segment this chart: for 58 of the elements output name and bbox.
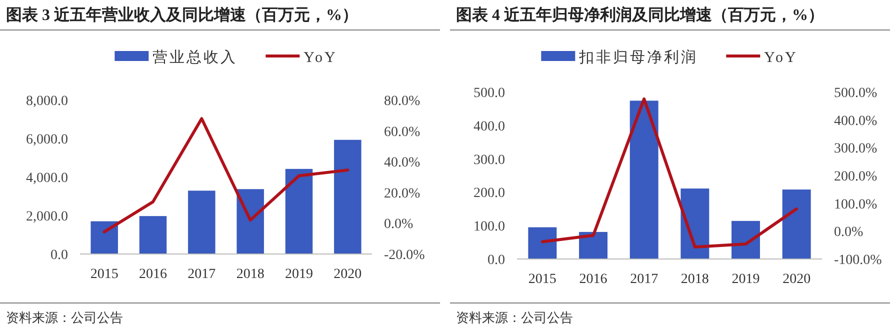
y-tick-label: 8,000.0 [26, 94, 68, 109]
x-tick-label: 2018 [680, 272, 709, 287]
y2-tick-label: 100.0% [834, 197, 878, 212]
y-tick-label: 500.0 [474, 86, 505, 101]
x-tick-label: 2016 [579, 272, 608, 287]
legend-label: YoY [764, 50, 798, 66]
y2-tick-label: 300.0% [834, 142, 878, 157]
y-tick-label: 4,000.0 [26, 171, 68, 186]
y2-tick-label: 500.0% [834, 86, 878, 101]
x-tick-label: 2019 [732, 272, 760, 287]
x-tick-label: 2017 [188, 267, 216, 282]
bar [528, 227, 557, 259]
y2-tick-label: 0.0% [834, 225, 864, 240]
x-tick-label: 2015 [90, 267, 118, 282]
text: 资料来源：公司公告 [6, 310, 123, 325]
chart-title: 图表 3 近五年营业收入及同比增速（百万元，%） [6, 6, 358, 24]
y-tick-label: 100.0 [474, 220, 505, 235]
bar [630, 100, 658, 259]
x-tick-label: 2016 [139, 267, 167, 282]
y-tick-label: 300.0 [474, 152, 505, 168]
y2-tick-label: 400.0% [834, 114, 878, 129]
legend-label: YoY [304, 50, 338, 66]
legend-label: 营业总收入 [152, 49, 238, 66]
y2-tick-label: 80.0% [384, 94, 420, 109]
x-tick-label: 2017 [630, 272, 658, 287]
y2-tick-label: 0.0% [384, 217, 414, 232]
y2-tick-label: 20.0% [384, 186, 420, 202]
line-series [540, 97, 798, 249]
y-tick-label: 6,000.0 [26, 132, 68, 148]
bar [782, 190, 811, 259]
legend-label: 扣非归母净利润 [578, 49, 698, 66]
line-series [102, 117, 350, 234]
y2-tick-label: 60.0% [384, 124, 420, 140]
bar [236, 189, 264, 254]
y2-tick-label: -20.0% [384, 248, 426, 263]
bar [188, 190, 216, 254]
bar [334, 140, 362, 254]
y2-tick-label: 40.0% [384, 156, 420, 171]
x-tick-label: 2015 [528, 272, 556, 287]
chart-title: 图表 4 近五年归母净利润及同比增速（百万元，%） [456, 6, 824, 24]
bar [680, 188, 710, 259]
bar [139, 216, 167, 254]
y-tick-label: 200.0 [474, 186, 505, 202]
y-tick-label: 0.0 [50, 248, 68, 263]
bar [90, 221, 118, 254]
x-tick-label: 2019 [285, 267, 313, 282]
bar [285, 168, 313, 254]
x-tick-label: 2020 [782, 272, 811, 287]
text: 资料来源：公司公告 [456, 310, 573, 325]
x-tick-label: 2020 [334, 267, 362, 282]
y2-tick-label: 200.0% [834, 170, 878, 184]
y-tick-label: 400.0 [474, 119, 505, 134]
y-tick-label: 2,000.0 [26, 210, 68, 224]
x-tick-label: 2018 [236, 267, 264, 282]
y2-tick-label: -100.0% [834, 253, 882, 268]
bar [732, 220, 760, 259]
bar [579, 232, 608, 259]
y-tick-label: 0.0 [488, 253, 505, 268]
